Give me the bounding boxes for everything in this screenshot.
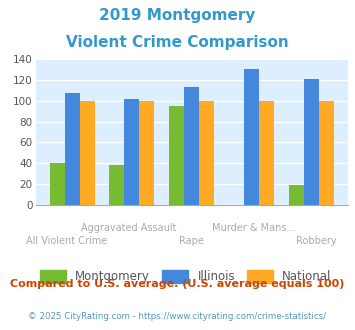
Text: All Violent Crime: All Violent Crime — [26, 236, 107, 246]
Text: 2019 Montgomery: 2019 Montgomery — [99, 8, 256, 23]
Bar — [125, 99, 140, 205]
Bar — [319, 101, 334, 205]
Text: Rape: Rape — [179, 236, 204, 246]
Text: Compared to U.S. average. (U.S. average equals 100): Compared to U.S. average. (U.S. average … — [10, 279, 345, 289]
Bar — [140, 101, 154, 205]
Bar — [50, 163, 65, 205]
Bar — [169, 106, 184, 205]
Bar — [199, 101, 214, 205]
Text: Robbery: Robbery — [296, 236, 337, 246]
Text: Aggravated Assault: Aggravated Assault — [81, 223, 177, 233]
Bar — [184, 87, 199, 205]
Bar — [259, 101, 274, 205]
Legend: Montgomery, Illinois, National: Montgomery, Illinois, National — [35, 266, 336, 288]
Text: © 2025 CityRating.com - https://www.cityrating.com/crime-statistics/: © 2025 CityRating.com - https://www.city… — [28, 312, 327, 321]
Bar — [289, 185, 304, 205]
Bar — [244, 69, 259, 205]
Bar — [109, 165, 125, 205]
Text: Violent Crime Comparison: Violent Crime Comparison — [66, 35, 289, 50]
Bar — [65, 93, 80, 205]
Text: Murder & Mans...: Murder & Mans... — [212, 223, 296, 233]
Bar — [304, 79, 319, 205]
Bar — [80, 101, 94, 205]
